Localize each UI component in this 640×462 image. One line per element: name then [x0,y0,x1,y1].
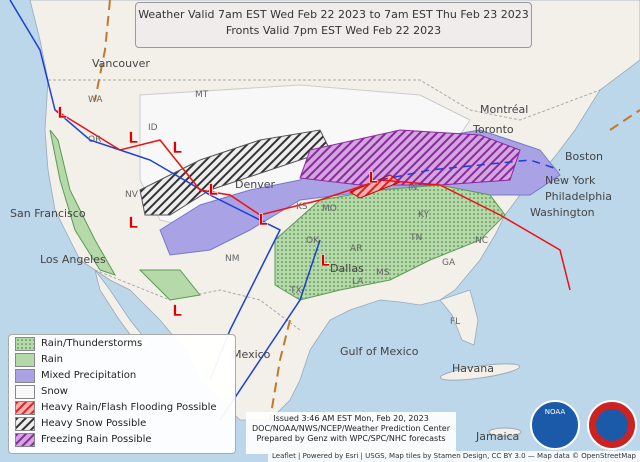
map-label: Havana [452,362,494,375]
border [48,79,601,331]
low-pressure: L [128,213,138,232]
low-pressure: L [172,301,182,320]
legend-item: Heavy Snow Possible [15,416,229,431]
map-label: Denver [235,178,275,191]
low-pressure: L [320,251,330,270]
legend-label: Heavy Snow Possible [41,418,147,429]
cold-front [9,0,282,381]
legend-swatch [15,400,35,415]
legend-item: Mixed Precipitation [15,368,229,383]
map-label: FL [450,317,460,327]
heavy-snow-area [139,129,331,216]
logo-text: NOAA [545,408,566,416]
map-label: TN [409,233,422,243]
map-label: MT [195,90,209,100]
map-label: Washington [530,206,595,219]
trough [269,319,291,421]
issued-line: Issued 3:46 AM EST Mon, Feb 20, 2023 [273,414,429,423]
low-pressure: L [368,168,378,187]
map-label: Gulf of Mexico [340,345,419,358]
swatch-fill [16,417,34,430]
issued-box: Issued 3:46 AM EST Mon, Feb 20, 2023 DOC/… [246,412,456,454]
map-label: Philadelphia [545,190,612,203]
map-label: NC [475,236,488,246]
issued-line: Prepared by Genz with WPC/SPC/NHC foreca… [256,434,446,443]
legend-swatch [15,416,35,431]
legend-swatch [15,368,35,383]
map-label: KY [418,210,430,220]
map-label: OK [306,236,320,246]
swatch-fill [16,385,34,398]
swatch-fill [16,369,34,382]
legend-label: Rain [41,354,63,365]
freezing-rain-area [299,129,521,186]
map-label: GA [442,258,456,268]
cold-front [219,239,321,421]
map-label: TX [289,286,302,296]
legend-item: Heavy Rain/Flash Flooding Possible [15,400,229,415]
legend: Rain/Thunderstorms Rain Mixed Precipitatio… [8,334,236,454]
map-label: Los Angeles [40,253,106,266]
legend-item: Rain [15,352,229,367]
legend-swatch [15,352,35,367]
legend-swatch [15,336,35,351]
stationary-front [379,159,561,181]
map-label: Toronto [472,123,514,136]
low-pressure: L [208,180,218,199]
low-pressure: L [57,103,67,122]
swatch-fill [16,401,34,414]
swatch-fill [16,337,34,350]
warm-front [54,109,571,291]
florida [439,289,479,346]
legend-item: Rain/Thunderstorms [15,336,229,351]
map-label: Jamaica [475,430,519,443]
header: Weather Valid 7am EST Wed Feb 22 2023 to… [135,2,532,48]
map-label: ID [148,123,158,133]
cuba [439,363,521,381]
map-label: WA [88,95,103,105]
issued-line: DOC/NOAA/NWS/NCEP/Weather Prediction Cen… [252,424,450,433]
map-label: Dallas [330,262,364,275]
logo [596,409,628,441]
legend-label: Freezing Rain Possible [41,434,152,445]
logo [530,400,580,450]
map-label: IN [408,183,417,193]
map-label: NV [125,190,139,200]
trough [609,109,640,131]
map-label: MS [376,268,390,278]
map-label: OR [88,135,101,145]
low-pressure: L [128,128,138,147]
map-label: New York [545,174,596,187]
legend-label: Mixed Precipitation [41,370,137,381]
low-pressure: L [258,210,268,229]
legend-swatch [15,432,35,447]
header-line: Fronts Valid 7pm EST Wed Feb 22 2023 [225,24,442,37]
map-label: San Francisco [10,207,86,220]
map-label: Boston [565,150,603,163]
legend-label: Snow [41,386,68,397]
map-label: MO [322,204,337,214]
map-label: Mexico [232,348,271,361]
legend-label: Heavy Rain/Flash Flooding Possible [41,402,217,413]
legend-swatch [15,384,35,399]
trough [94,0,111,101]
map-label: LA [352,277,364,287]
low-pressure: L [172,138,182,157]
map-label: AR [350,244,362,254]
map-label: KS [296,202,308,212]
legend-item: Freezing Rain Possible [15,432,229,447]
legend-item: Snow [15,384,229,399]
swatch-fill [16,353,34,366]
jamaica-island [488,427,522,437]
attribution[interactable]: Leaflet | Powered by Esri | USGS, Map ti… [268,451,640,462]
legend-label: Rain/Thunderstorms [41,338,143,349]
swatch-fill [16,433,34,446]
rain-area [49,129,201,301]
map-label: NM [225,254,240,264]
header-line: Weather Valid 7am EST Wed Feb 22 2023 to… [138,8,529,21]
map-label: Vancouver [92,57,150,70]
map-label: Montréal [480,103,528,116]
